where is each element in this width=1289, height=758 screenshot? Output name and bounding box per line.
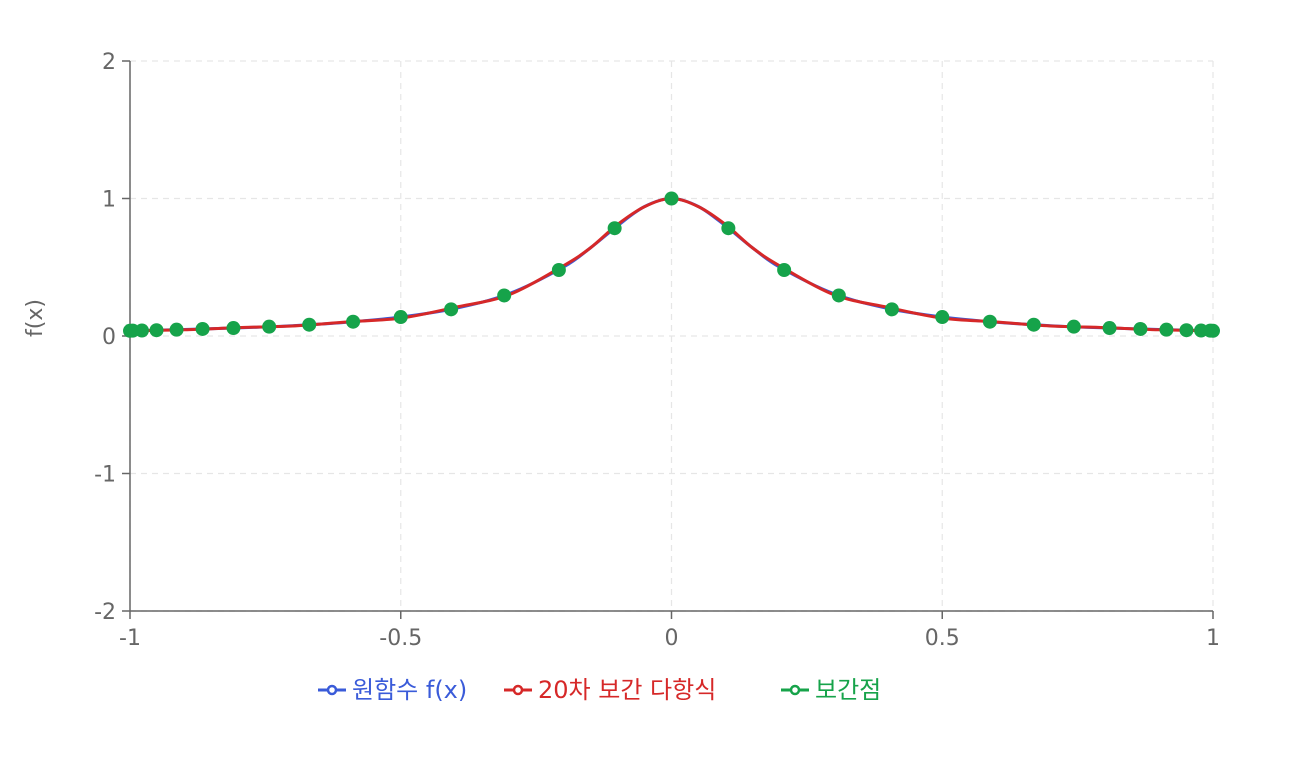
interpolation-node-point <box>1102 321 1117 336</box>
interpolation-node-point <box>884 302 899 317</box>
legend-item-original[interactable]: 원함수 f(x) <box>318 676 467 704</box>
interpolation-node-point <box>262 319 277 334</box>
interpolation-node-point <box>444 302 459 317</box>
interpolation-node-point <box>1026 317 1041 332</box>
interpolation-node-point <box>195 321 210 336</box>
interpolation-node-point <box>982 314 997 329</box>
y-axis-title: f(x) <box>23 299 48 337</box>
interpolation-node-point <box>721 221 736 236</box>
x-tick-label: -0.5 <box>379 626 422 651</box>
y-tick-label: 2 <box>102 50 116 75</box>
axes <box>122 60 1214 619</box>
interpolation-node-point <box>1179 323 1194 338</box>
interpolation-node-point <box>831 288 846 303</box>
interpolation-node-point <box>1206 323 1220 338</box>
y-tick-label: 0 <box>102 325 116 350</box>
y-tick-label: 1 <box>102 188 116 213</box>
tick-labels: 210-1-2-1 -0.5 0 0.5 1 <box>94 50 1220 651</box>
interpolation-node-point <box>935 310 950 325</box>
interpolation-node-point <box>169 322 184 337</box>
interpolation-node-point <box>497 288 512 303</box>
x-tick-label: 0 <box>665 626 679 651</box>
interpolation-node-point <box>1066 319 1081 334</box>
interpolation-node-point <box>1133 321 1148 336</box>
interpolation-node-point <box>302 317 317 332</box>
legend-label-interp: 20차 보간 다항식 <box>538 676 716 704</box>
y-tick-label: -2 <box>94 600 116 625</box>
x-tick-label: -1 <box>119 626 141 651</box>
interpolation-node-point <box>551 263 566 277</box>
interpolation-node-point <box>607 221 622 236</box>
x-tick-label: 1 <box>1206 626 1220 651</box>
y-tick-label: -1 <box>94 463 116 488</box>
grid <box>129 60 1214 612</box>
interpolation-node-point <box>777 263 792 277</box>
legend-item-nodes[interactable]: 보간점 <box>781 676 881 704</box>
legend-marker-interp <box>512 684 524 696</box>
legend[interactable]: 원함수 f(x) 20차 보간 다항식 보간점 <box>318 676 881 704</box>
legend-label-original: 원함수 f(x) <box>352 676 467 704</box>
interpolation-node-point <box>664 191 679 206</box>
legend-marker-nodes <box>789 684 801 696</box>
legend-label-nodes: 보간점 <box>815 676 881 704</box>
interpolation-node-point <box>134 323 149 338</box>
legend-item-interp[interactable]: 20차 보간 다항식 <box>504 676 716 704</box>
x-tick-label: 0.5 <box>925 626 960 651</box>
interpolation-node-point <box>346 314 361 329</box>
interpolation-node-point <box>393 310 408 325</box>
interpolation-node-point <box>149 323 164 338</box>
plot-area <box>123 191 1220 338</box>
interpolation-node-point <box>1159 322 1174 337</box>
interpolation-node-point <box>226 321 241 336</box>
legend-marker-original <box>326 684 338 696</box>
